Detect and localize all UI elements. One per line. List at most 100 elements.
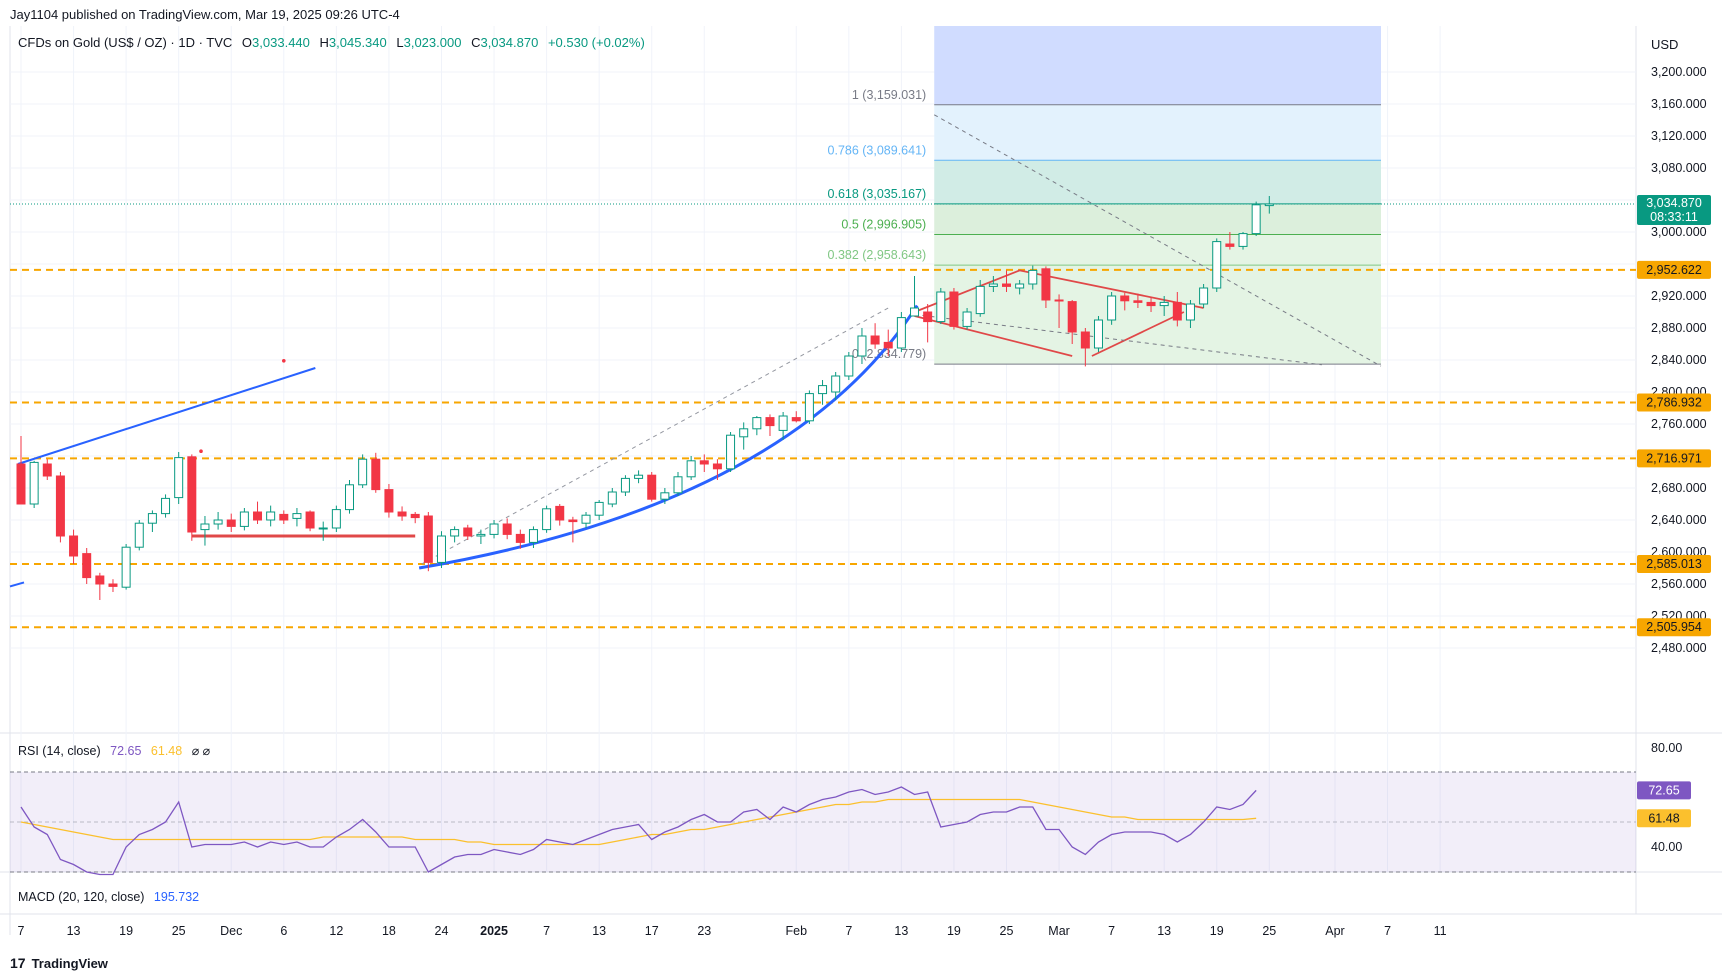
candle-down: [1133, 293, 1143, 308]
candle-down: [1002, 270, 1011, 292]
candle-body: [121, 546, 131, 588]
candle-up: [1107, 292, 1117, 325]
fib-level-label: 0.382 (2,958.643): [828, 248, 927, 262]
rsi-value-tag: 72.65: [1648, 783, 1679, 797]
time-tick-label: Feb: [785, 924, 807, 938]
symbol-title[interactable]: CFDs on Gold (US$ / OZ) · 1D · TVC: [18, 35, 232, 50]
rsi-label[interactable]: RSI (14, close): [18, 744, 101, 758]
parabolic-curve[interactable]: [418, 304, 919, 570]
trend-drawings[interactable]: [9, 269, 1322, 588]
time-axis[interactable]: 7 13 19 25 Dec 6 12 18 24 2025 7 13 17 23 Feb 7 13 19 25 Ma…: [18, 924, 1447, 938]
candle-up: [686, 456, 696, 480]
tradingview-logo-text: TradingView: [31, 955, 108, 971]
time-tick-label: Apr: [1325, 924, 1344, 938]
price-tick-label: 3,000.000: [1651, 225, 1707, 239]
candle-down: [42, 459, 52, 480]
candle-body: [55, 475, 65, 537]
candle-body: [161, 497, 171, 515]
candle-body: [607, 491, 617, 505]
time-tick-label: 13: [67, 924, 81, 938]
candle-body: [778, 415, 788, 431]
price-tick-label: 2,560.000: [1651, 577, 1707, 591]
rsi-panel[interactable]: RSI (14, close) 72.65 61.48 ⌀ ⌀ 80.00 40…: [10, 741, 1691, 876]
candle-body: [1041, 268, 1051, 301]
level-price-tags: 2,952.622 2,786.932 2,716.971 2,585.013 2,50…: [1637, 260, 1711, 637]
fib-level-label: 0.786 (3,089.641): [828, 143, 927, 157]
candle-up: [345, 480, 354, 514]
symbol-legend[interactable]: CFDs on Gold (US$ / OZ) · 1D · TVC O3,03…: [18, 35, 645, 50]
macd-label[interactable]: MACD (20, 120, close): [18, 890, 144, 904]
fib-zone: [934, 104, 1381, 161]
candle-body: [896, 317, 906, 349]
candle-up: [896, 312, 906, 352]
candle-body: [949, 291, 959, 327]
candle-body: [463, 527, 473, 537]
time-tick-label: 13: [592, 924, 606, 938]
candle-down: [870, 323, 880, 349]
candle-down: [1080, 328, 1090, 367]
rsi-tick-80: 80.00: [1651, 741, 1682, 755]
candle-down: [16, 436, 26, 505]
high-label: H: [320, 35, 329, 50]
candle-up: [121, 544, 131, 590]
price-tick-label: 3,200.000: [1651, 65, 1707, 79]
candle-body: [239, 511, 249, 527]
candle-body: [226, 519, 236, 527]
diamond-lower-right-edge[interactable]: [1091, 311, 1185, 357]
candle-up: [489, 520, 499, 539]
candle-body: [1107, 295, 1117, 321]
rsi-ma-tag-bg: [1637, 809, 1691, 828]
candle-up: [436, 531, 446, 568]
level-tag-bg: [1637, 449, 1711, 468]
candle-body: [542, 508, 552, 531]
candle-body: [1199, 287, 1209, 305]
time-tick-label: 23: [697, 924, 711, 938]
candle-body: [345, 484, 354, 511]
time-tick-label: 7: [543, 924, 550, 938]
candle-body: [410, 513, 420, 519]
level-tag-bg: [1637, 260, 1711, 279]
svg-text:CFDs on Gold (US$ / OZ) · 1D ·: CFDs on Gold (US$ / OZ) · 1D · TVC O3,03…: [18, 35, 645, 50]
candle-down: [791, 411, 801, 423]
time-tick-label: 7: [1108, 924, 1115, 938]
candle-up: [844, 352, 854, 380]
candle-up: [607, 488, 617, 508]
candle-body: [686, 460, 696, 478]
level-tag-label: 2,505.954: [1646, 620, 1702, 634]
candle-up: [450, 526, 460, 543]
blue-trend-line-stub[interactable]: [9, 581, 25, 588]
candle-down: [765, 414, 775, 436]
candle-body: [266, 511, 276, 521]
support-resistance-levels[interactable]: [10, 268, 1636, 629]
price-tick-label: 2,840.000: [1651, 353, 1707, 367]
price-tick-label: 3,160.000: [1651, 97, 1707, 111]
candle-up: [804, 390, 814, 424]
candle-down: [712, 459, 722, 480]
rsi-line: [20, 786, 1257, 876]
fib-level-label: 0.618 (3,035.167): [828, 187, 927, 201]
candle-up: [1264, 196, 1274, 214]
candle-down: [108, 579, 118, 592]
rsi-settings-icon[interactable]: ⌀ ⌀: [192, 744, 211, 758]
blue-trend-line[interactable]: [17, 367, 316, 465]
level-tag-label: 2,585.013: [1646, 557, 1702, 571]
candle-body: [279, 513, 289, 521]
macd-panel[interactable]: MACD (20, 120, close) 195.732: [18, 890, 199, 904]
candle-up: [726, 432, 736, 472]
price-tick-label: 2,920.000: [1651, 289, 1707, 303]
currency-label[interactable]: USD: [1651, 37, 1678, 52]
candle-up: [936, 288, 946, 324]
publish-line: Jay1104 published on TradingView.com, Ma…: [10, 7, 400, 22]
time-tick-label: 25: [1000, 924, 1014, 938]
candle-up: [29, 460, 39, 508]
tradingview-logo-icon: 17: [10, 955, 26, 971]
candle-up: [673, 472, 683, 496]
time-tick-label: 19: [119, 924, 133, 938]
price-tick-label: 2,680.000: [1651, 481, 1707, 495]
candle-body: [292, 513, 302, 519]
tradingview-logo[interactable]: 17 TradingView: [10, 955, 108, 971]
candle-body: [95, 575, 105, 585]
fibonacci-retracement[interactable]: 1 (3,159.031) 0.786 (3,089.641) 0.618 (3,0…: [828, 26, 1382, 367]
candle-down: [699, 454, 709, 472]
